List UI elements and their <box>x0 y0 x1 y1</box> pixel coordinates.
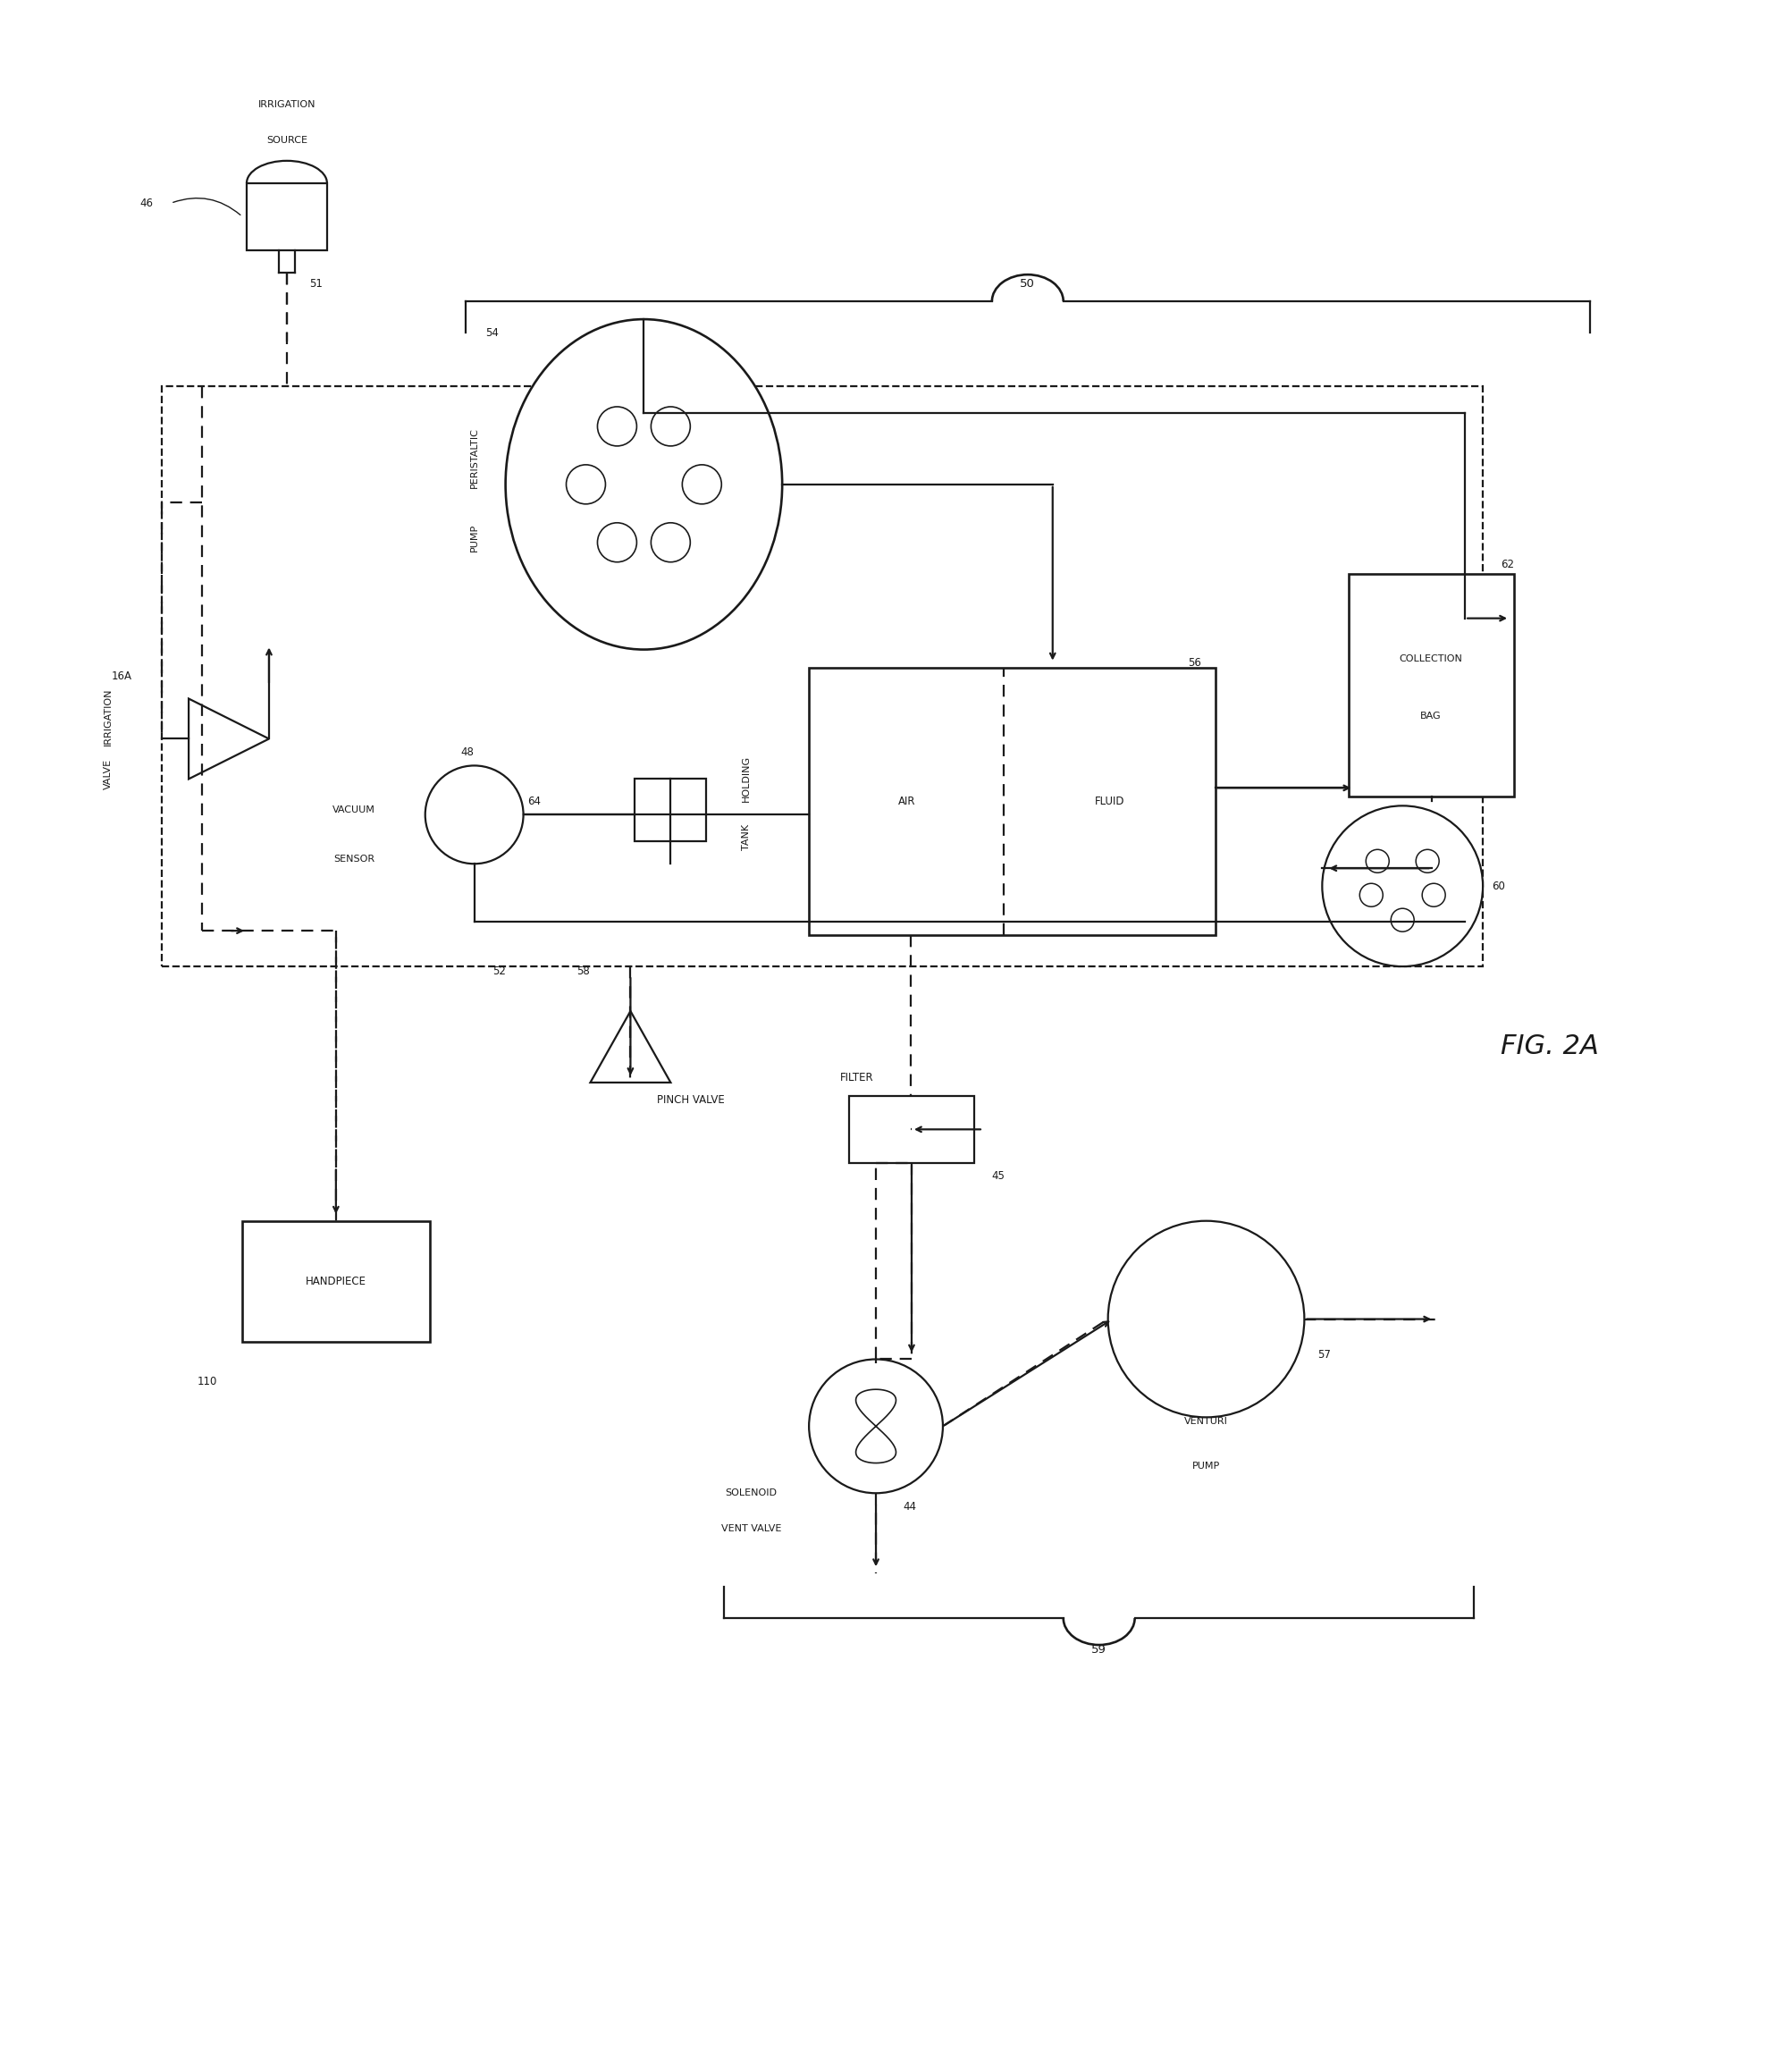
Circle shape <box>1366 850 1389 872</box>
Text: 46: 46 <box>140 197 152 210</box>
Circle shape <box>597 522 636 562</box>
Bar <box>1348 574 1512 796</box>
Text: COLLECTION: COLLECTION <box>1400 654 1462 662</box>
Circle shape <box>1321 806 1482 967</box>
Ellipse shape <box>505 319 781 650</box>
Text: FILTER: FILTER <box>840 1072 873 1084</box>
Text: 50: 50 <box>1020 278 1034 290</box>
Circle shape <box>566 465 606 504</box>
Text: HOLDING: HOLDING <box>742 755 751 802</box>
Text: VENTURI: VENTURI <box>1185 1417 1228 1426</box>
Circle shape <box>1107 1222 1305 1417</box>
Text: PUMP: PUMP <box>1192 1463 1220 1471</box>
Text: 57: 57 <box>1317 1349 1330 1360</box>
Text: PERISTALTIC: PERISTALTIC <box>470 428 478 488</box>
Text: 110: 110 <box>197 1376 217 1386</box>
Polygon shape <box>590 1012 670 1082</box>
Text: 59: 59 <box>1091 1644 1106 1656</box>
Text: BAG: BAG <box>1419 712 1441 720</box>
Bar <box>161 387 1482 967</box>
Text: IRRIGATION: IRRIGATION <box>258 101 315 109</box>
Text: 58: 58 <box>577 965 590 977</box>
Circle shape <box>683 465 720 504</box>
Text: 64: 64 <box>527 796 541 806</box>
Text: AIR: AIR <box>898 796 914 806</box>
Text: 51: 51 <box>308 278 323 290</box>
Text: 16A: 16A <box>111 671 133 683</box>
Circle shape <box>1358 882 1382 907</box>
Circle shape <box>1421 882 1444 907</box>
Circle shape <box>597 407 636 446</box>
Circle shape <box>425 765 523 864</box>
Text: SENSOR: SENSOR <box>333 856 375 864</box>
Text: SOURCE: SOURCE <box>267 136 306 146</box>
Text: VENT VALVE: VENT VALVE <box>720 1524 781 1532</box>
Text: VACUUM: VACUUM <box>332 806 375 815</box>
Circle shape <box>1416 850 1439 872</box>
Text: 56: 56 <box>1188 656 1201 669</box>
Polygon shape <box>188 699 269 780</box>
Text: PINCH VALVE: PINCH VALVE <box>658 1094 724 1107</box>
Text: PUMP: PUMP <box>470 525 478 551</box>
Text: HANDPIECE: HANDPIECE <box>305 1275 366 1288</box>
Text: SOLENOID: SOLENOID <box>724 1489 776 1497</box>
Circle shape <box>650 407 690 446</box>
Text: TANK: TANK <box>742 825 751 850</box>
Text: IRRIGATION: IRRIGATION <box>104 687 113 745</box>
Bar <box>247 183 326 251</box>
Bar <box>242 1222 430 1341</box>
Text: FLUID: FLUID <box>1093 796 1124 806</box>
Bar <box>808 666 1215 936</box>
Text: VALVE: VALVE <box>104 759 113 790</box>
Text: 62: 62 <box>1500 560 1512 570</box>
Circle shape <box>808 1360 943 1493</box>
Bar <box>634 780 706 841</box>
Text: 48: 48 <box>461 747 473 759</box>
Circle shape <box>1391 909 1414 932</box>
Text: 52: 52 <box>491 965 505 977</box>
Circle shape <box>650 522 690 562</box>
Text: 54: 54 <box>486 327 498 339</box>
Text: 45: 45 <box>991 1170 1005 1183</box>
Text: 44: 44 <box>901 1502 916 1512</box>
Text: 60: 60 <box>1491 880 1503 893</box>
Text: FIG. 2A: FIG. 2A <box>1500 1035 1598 1059</box>
Bar <box>849 1096 973 1162</box>
